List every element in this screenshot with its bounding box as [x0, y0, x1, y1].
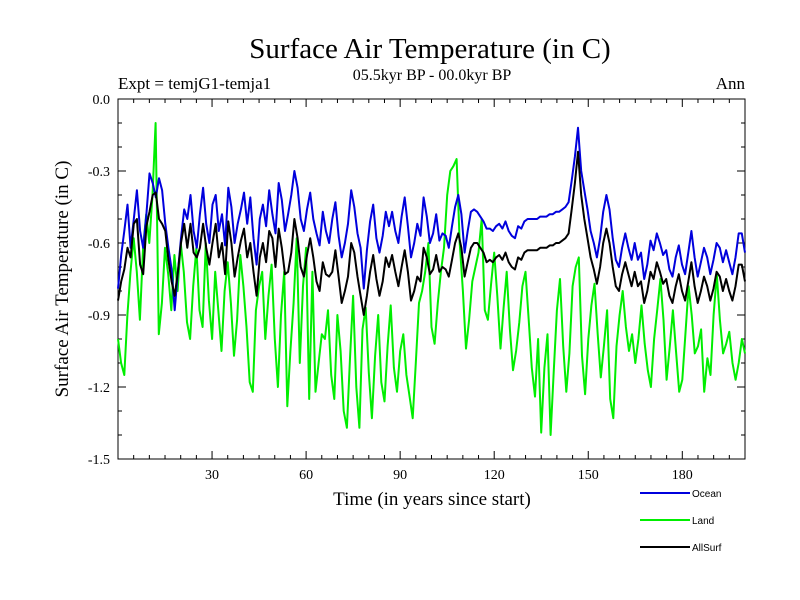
x-tick-label: 60 — [299, 468, 313, 483]
x-tick-label: 90 — [393, 468, 407, 483]
series-lines — [117, 122, 746, 436]
y-tick-label: -1.5 — [88, 453, 110, 468]
y-tick-label: -1.2 — [88, 381, 110, 396]
x-tick-label: 120 — [484, 468, 505, 483]
x-tick-label: 150 — [578, 468, 599, 483]
y-tick-label: -0.6 — [88, 237, 110, 252]
plot-frame — [117, 98, 746, 460]
legend-label-ocean: Ocean — [692, 489, 721, 500]
series-line-allsurf — [117, 150, 746, 316]
legend-label-allsurf: AllSurf — [692, 543, 722, 554]
experiment-label: Expt = temjG1-temja1 — [118, 74, 271, 93]
x-tick-label: 30 — [205, 468, 219, 483]
y-tick-label: 0.0 — [93, 93, 111, 108]
series-line-land — [117, 122, 746, 436]
legend: Ocean Land AllSurf — [640, 489, 722, 554]
chart-subtitle: 05.5kyr BP - 00.0kyr BP — [353, 67, 512, 84]
legend-label-land: Land — [692, 516, 714, 527]
y-axis-label: Surface Air Temperature (in C) — [52, 161, 73, 398]
y-tick-label: -0.3 — [88, 165, 110, 180]
series-line-ocean — [117, 126, 746, 312]
season-label: Ann — [716, 74, 746, 93]
y-tick-label: -0.9 — [88, 309, 110, 324]
x-axis-label: Time (in years since start) — [333, 489, 531, 510]
axis-ticks: 30 60 90 120 150 180 0.0 -0.3 -0.6 -0.9 -1.2 -1.5 — [88, 93, 745, 483]
x-tick-label: 180 — [672, 468, 693, 483]
chart-title: Surface Air Temperature (in C) — [249, 33, 610, 65]
